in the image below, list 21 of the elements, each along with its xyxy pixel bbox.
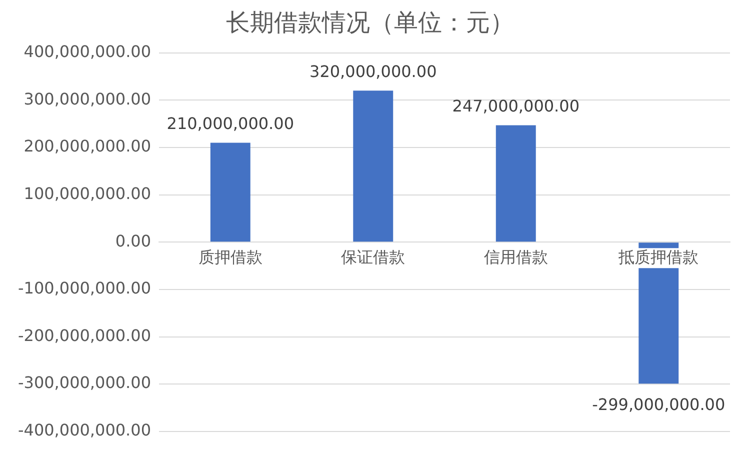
y-tick-label: -100,000,000.00: [18, 278, 152, 298]
bar: [210, 142, 250, 242]
y-tick-label: -300,000,000.00: [18, 373, 152, 392]
data-label: 320,000,000.00: [310, 62, 437, 81]
x-tick-label: 保证借款: [341, 247, 406, 266]
bar: [496, 125, 536, 242]
bar: [353, 90, 394, 242]
x-tick-label: 抵质押借款: [618, 247, 699, 266]
data-label: 247,000,000.00: [452, 96, 580, 116]
data-label: -299,000,000.00: [592, 394, 726, 414]
data-label: 210,000,000.00: [166, 114, 294, 133]
y-tick-label: 400,000,000.00: [24, 42, 152, 61]
y-tick-label: -400,000,000.00: [18, 420, 152, 440]
y-tick-label: 0.00: [115, 231, 152, 250]
y-tick-label: 200,000,000.00: [24, 136, 152, 156]
x-tick-label: 信用借款: [484, 247, 548, 266]
chart-title: 长期借款情况（单位：元）: [226, 8, 514, 37]
y-tick-label: -200,000,000.00: [18, 326, 152, 345]
y-tick-label: 300,000,000.00: [24, 89, 152, 108]
x-tick-label: 质押借款: [198, 247, 262, 266]
y-tick-label: 100,000,000.00: [24, 184, 152, 203]
